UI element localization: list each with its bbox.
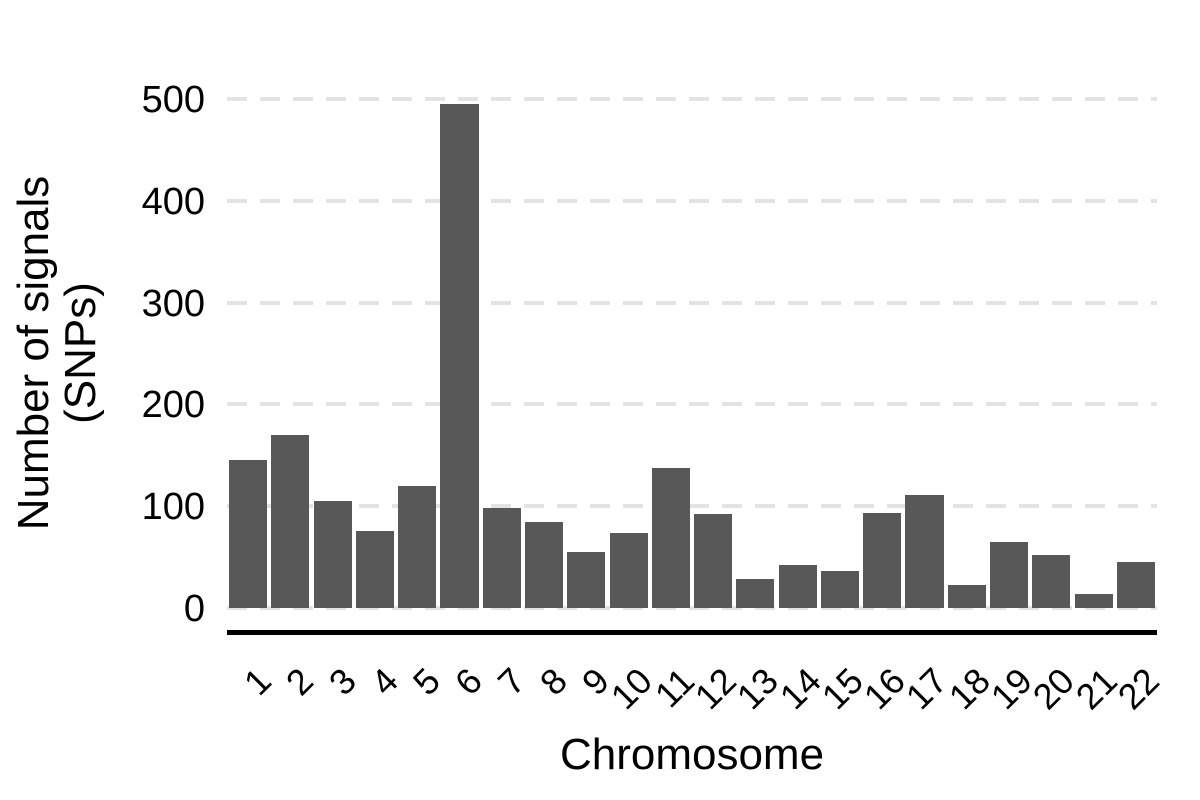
bar-chr18 (947, 584, 986, 608)
y-tick-label-0: 0 (183, 588, 205, 630)
bar-chr8 (525, 522, 564, 608)
x-axis-line (227, 630, 1157, 635)
bar-chr19 (990, 541, 1029, 608)
bar-chr14 (778, 565, 817, 608)
y-axis-title-line2: (SNPs) (56, 282, 105, 424)
x-tick-label-1: 1 (235, 659, 280, 704)
bar-chr20 (1032, 555, 1071, 608)
gridline-400 (227, 198, 1157, 203)
x-tick-label-3: 3 (320, 659, 364, 704)
gridline-0 (227, 606, 1157, 610)
bar-chr1 (229, 460, 268, 608)
x-tick-label-6: 6 (447, 659, 491, 704)
x-tick-label-2: 2 (278, 659, 322, 704)
x-tick-label-7: 7 (489, 659, 533, 704)
x-tick-label-8: 8 (531, 659, 575, 704)
bar-chr22 (1116, 562, 1155, 608)
bar-chr6 (440, 104, 479, 608)
bar-chr3 (313, 501, 352, 608)
y-tick-label-200: 200 (141, 384, 205, 427)
bar-chr4 (355, 530, 394, 608)
y-axis-title: Number of signals (SNPs) (9, 175, 105, 531)
x-tick-label-4: 4 (362, 659, 406, 704)
bar-chr7 (482, 508, 521, 608)
bar-chr15 (820, 571, 859, 608)
bar-chr10 (609, 532, 648, 608)
bar-chr12 (694, 514, 733, 608)
y-tick-label-500: 500 (141, 79, 205, 121)
gridline-100 (227, 504, 1157, 509)
x-tick-label-5: 5 (404, 659, 449, 704)
y-axis-title-line1: Number of signals (9, 175, 58, 531)
bar-chr9 (567, 552, 606, 608)
bar-chr13 (736, 579, 775, 608)
gridline-300 (227, 300, 1157, 305)
x-tick-label-22: 22 (1109, 659, 1167, 718)
y-tick-label-400: 400 (141, 180, 205, 223)
bar-chr17 (905, 495, 944, 608)
gridline-500 (227, 97, 1157, 101)
y-tick-label-300: 300 (141, 282, 205, 325)
bar-chr16 (863, 513, 902, 608)
x-axis-title: Chromosome (559, 730, 825, 779)
bar-chr11 (651, 467, 690, 608)
bar-chr21 (1074, 593, 1113, 608)
bar-chr2 (271, 434, 310, 608)
y-tick-label-100: 100 (141, 486, 205, 529)
bar-chr5 (398, 485, 437, 608)
gridline-200 (227, 402, 1157, 407)
